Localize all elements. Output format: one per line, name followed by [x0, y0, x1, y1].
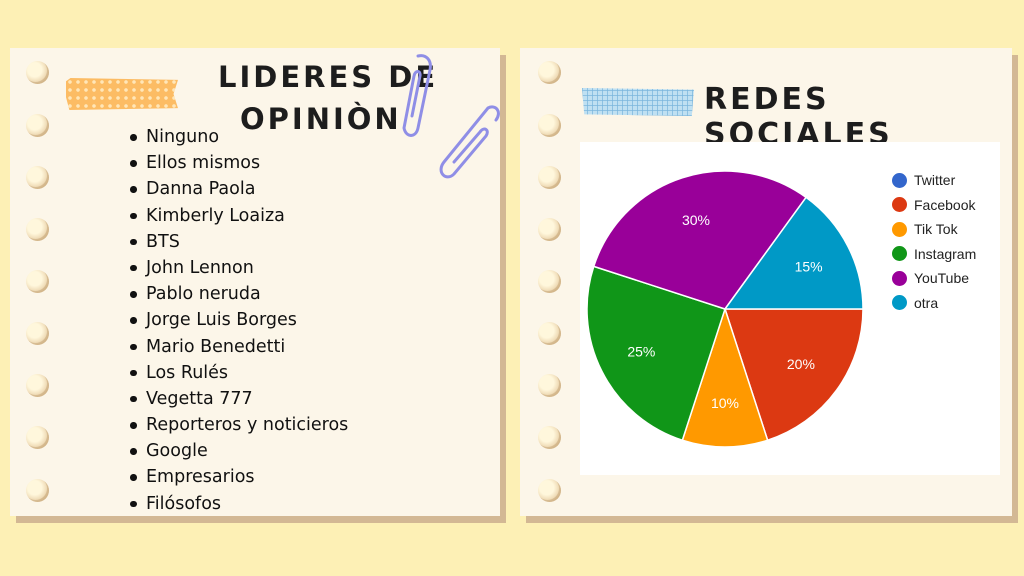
legend-swatch	[892, 270, 907, 286]
list-item: BTS	[128, 229, 348, 255]
pie-slice-label: 10%	[711, 395, 739, 411]
binder-ring	[26, 218, 49, 241]
legend-swatch	[892, 295, 907, 311]
pie-slice-tik-tok	[681, 306, 769, 448]
list-item: Los Rulés	[128, 360, 348, 386]
binder-ring	[538, 374, 561, 397]
legend-item: Twitter	[892, 168, 976, 193]
binder-ring	[26, 114, 49, 137]
legend-item: YouTube	[892, 266, 976, 291]
pie-slice-facebook	[723, 308, 864, 442]
list-item: Kimberly Loaiza	[128, 203, 348, 229]
binder-ring	[538, 322, 561, 345]
legend-swatch	[892, 246, 907, 262]
list-item: Filósofos	[128, 491, 348, 517]
binder-ring	[26, 166, 49, 189]
binder-ring	[538, 114, 561, 137]
leaders-list: Ninguno Ellos mismos Danna Paola Kimberl…	[128, 124, 348, 517]
pie-slice-instagram	[586, 265, 726, 442]
binder-ring	[538, 166, 561, 189]
legend-item: otra	[892, 291, 976, 316]
pie-slice-label: 15%	[795, 258, 823, 274]
list-item: Pablo neruda	[128, 281, 348, 307]
binder-ring	[26, 61, 49, 84]
binder-ring	[26, 374, 49, 397]
list-item: Reporteros y noticieros	[128, 412, 348, 438]
legend-item: Instagram	[892, 242, 976, 267]
leaders-title-line2: OPINIÒN	[240, 102, 402, 136]
list-item: Danna Paola	[128, 176, 348, 202]
list-item: Google	[128, 438, 348, 464]
legend-swatch	[892, 221, 907, 237]
washi-tape-blue	[582, 88, 694, 116]
list-item: Mario Benedetti	[128, 334, 348, 360]
binder-ring	[538, 61, 561, 84]
list-item: Ninguno	[128, 124, 348, 150]
legend-item: Facebook	[892, 193, 976, 218]
paperclip-icon	[402, 54, 500, 179]
binder-ring	[538, 270, 561, 293]
washi-tape-orange	[66, 78, 178, 110]
pie-slice-label: 30%	[682, 212, 710, 228]
legend-swatch	[892, 172, 907, 188]
binder-ring	[538, 426, 561, 449]
legend-label: Twitter	[914, 172, 956, 188]
binder-ring	[26, 426, 49, 449]
list-item: John Lennon	[128, 255, 348, 281]
list-item: Vegetta 777	[128, 386, 348, 412]
legend-label: YouTube	[914, 270, 970, 286]
pie-slice-otra	[723, 196, 864, 310]
legend-swatch	[892, 197, 907, 213]
leaders-title-line1: LIDERES DE	[218, 60, 439, 94]
list-item: Jorge Luis Borges	[128, 307, 348, 333]
social-networks-title: REDES SOCIALES	[704, 82, 893, 152]
binder-ring	[538, 218, 561, 241]
binder-ring	[26, 322, 49, 345]
pie-slice-label: 25%	[627, 344, 655, 360]
pie-slice-youtube	[592, 170, 808, 310]
binder-ring	[26, 270, 49, 293]
legend-label: Facebook	[914, 196, 976, 213]
chart-legend: Twitter Facebook Tik Tok Instagram YouTube ot…	[892, 168, 976, 315]
pie-slice-label: 20%	[787, 356, 815, 372]
binder-ring	[26, 479, 49, 502]
list-item: Empresarios	[128, 464, 348, 490]
list-item: Ellos mismos	[128, 150, 348, 176]
legend-item: Tik Tok	[892, 217, 976, 242]
pie-chart: 20% 10% 25% 30% 15%	[586, 170, 864, 448]
pie-chart-panel: 20% 10% 25% 30% 15% Twitter Facebook Tik Tok In…	[580, 142, 1000, 475]
legend-label: Instagram	[914, 245, 977, 262]
binder-ring	[538, 479, 561, 502]
legend-label: Tik Tok	[914, 221, 958, 237]
legend-label: otra	[914, 294, 939, 311]
